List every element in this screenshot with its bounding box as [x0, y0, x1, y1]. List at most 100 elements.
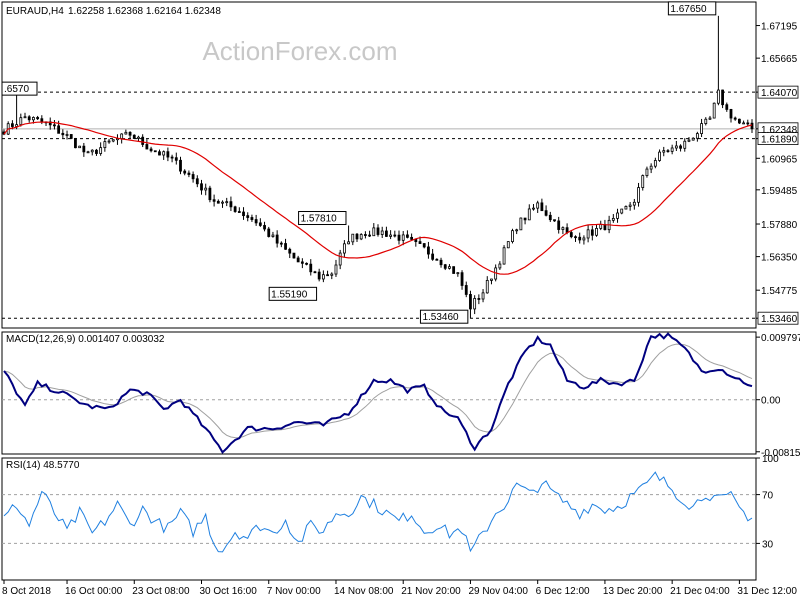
candle-body-80 — [338, 252, 342, 266]
rsi-tick-label-2: 30 — [762, 539, 774, 550]
candle-body-5 — [23, 116, 27, 119]
candle-body-96 — [406, 234, 409, 238]
candle-body-166 — [700, 123, 703, 134]
time-tick-label-1: 16 Oct 00:00 — [65, 586, 123, 597]
candle-body-95 — [401, 234, 405, 241]
candle-body-39 — [166, 151, 170, 158]
annotation-box-4 — [419, 309, 469, 324]
candle-body-24 — [103, 141, 107, 149]
candle-body-53 — [225, 201, 229, 204]
candle-body-163 — [687, 139, 691, 142]
candle-body-52 — [221, 201, 224, 204]
candle-body-12 — [53, 124, 56, 127]
candle-body-167 — [704, 118, 708, 124]
candle-body-94 — [397, 234, 401, 241]
candle-body-97 — [410, 236, 414, 240]
candle-body-23 — [99, 147, 103, 154]
candle-body-121 — [511, 230, 514, 243]
price-panel-frame — [1, 1, 757, 329]
candle-body-115 — [485, 280, 489, 294]
candle-body-102 — [431, 253, 435, 260]
candle-body-86 — [363, 234, 367, 236]
candle-body-122 — [515, 229, 519, 232]
rsi-label: RSI(14) 48.5770 — [6, 460, 80, 471]
candle-body-4 — [19, 117, 23, 126]
candle-body-169 — [712, 102, 716, 119]
candle-body-62 — [263, 225, 266, 230]
price-tick-box-4 — [757, 132, 799, 145]
candle-body-63 — [267, 228, 271, 237]
candle-body-108 — [456, 272, 460, 275]
candle-body-69 — [292, 252, 296, 259]
candle-body-105 — [443, 264, 447, 269]
candle-body-100 — [422, 243, 426, 248]
candle-body-131 — [553, 219, 556, 222]
candle-body-107 — [452, 266, 456, 274]
candle-body-137 — [578, 236, 582, 241]
candle-body-170 — [716, 89, 720, 104]
price-tick-label-9: 1.54775 — [761, 286, 798, 297]
candle-body-178 — [750, 122, 754, 130]
candle-body-67 — [284, 243, 287, 250]
annotation-label-1: .6570 — [4, 84, 29, 95]
candle-body-176 — [742, 122, 745, 125]
price-tick-label-10: 1.53460 — [761, 314, 798, 325]
candle-body-160 — [674, 145, 678, 149]
candle-body-103 — [435, 258, 439, 261]
candle-body-98 — [414, 239, 418, 243]
candle-body-88 — [372, 227, 376, 237]
candle-body-104 — [439, 259, 443, 266]
candle-body-49 — [208, 187, 212, 201]
candle-body-155 — [653, 160, 657, 167]
macd-tick-label-1: 0.00 — [761, 396, 781, 407]
candle-body-113 — [477, 298, 481, 300]
annotation-label-2: 1.57810 — [301, 214, 338, 225]
candle-body-85 — [359, 234, 363, 240]
candle-body-42 — [179, 159, 182, 172]
candle-body-45 — [191, 174, 195, 180]
candle-body-57 — [242, 211, 245, 217]
time-tick-label-9: 13 Dec 20:00 — [603, 586, 663, 597]
time-tick-label-11: 31 Dec 12:00 — [737, 586, 797, 597]
candle-body-43 — [183, 170, 187, 174]
time-tick-label-6: 21 Nov 20:00 — [401, 586, 461, 597]
candle-body-35 — [149, 148, 153, 152]
candle-body-162 — [683, 140, 687, 149]
candle-body-158 — [666, 150, 670, 153]
candle-body-142 — [599, 224, 603, 229]
candle-body-175 — [737, 118, 741, 124]
candle-body-118 — [498, 263, 502, 269]
candle-body-172 — [725, 104, 729, 110]
annotation-box-0 — [667, 1, 717, 16]
candle-body-150 — [632, 201, 636, 206]
price-tick-box-10 — [757, 311, 799, 325]
candle-body-114 — [481, 292, 485, 300]
candle-body-29 — [124, 131, 128, 135]
candle-body-83 — [351, 233, 355, 243]
candle-body-151 — [637, 187, 640, 203]
candle-body-159 — [670, 147, 674, 152]
candle-body-59 — [250, 217, 254, 220]
annotation-box-3 — [268, 286, 318, 301]
candle-body-123 — [519, 217, 523, 231]
candle-body-161 — [679, 145, 682, 149]
candle-body-87 — [368, 234, 371, 237]
candle-body-46 — [195, 178, 199, 185]
macd-tick-label-0: 0.009797 — [761, 333, 800, 344]
candle-body-78 — [330, 273, 334, 276]
candle-body-70 — [296, 257, 300, 263]
candle-body-40 — [170, 156, 174, 159]
candle-body-164 — [691, 137, 695, 141]
candle-body-156 — [658, 151, 661, 161]
candle-body-111 — [469, 294, 472, 310]
candle-body-135 — [569, 232, 573, 238]
time-tick-label-10: 21 Dec 04:00 — [670, 586, 730, 597]
rsi-panel — [3, 471, 753, 553]
candle-body-41 — [174, 157, 178, 161]
candle-body-130 — [548, 214, 552, 221]
candle-body-64 — [271, 234, 275, 237]
candle-body-147 — [620, 208, 624, 214]
candle-body-136 — [574, 236, 577, 239]
price-panel: 1.67650 .6570 1.57810 1.55190 1.53460 — [1, 1, 754, 324]
annotation-box-1 — [1, 81, 38, 96]
